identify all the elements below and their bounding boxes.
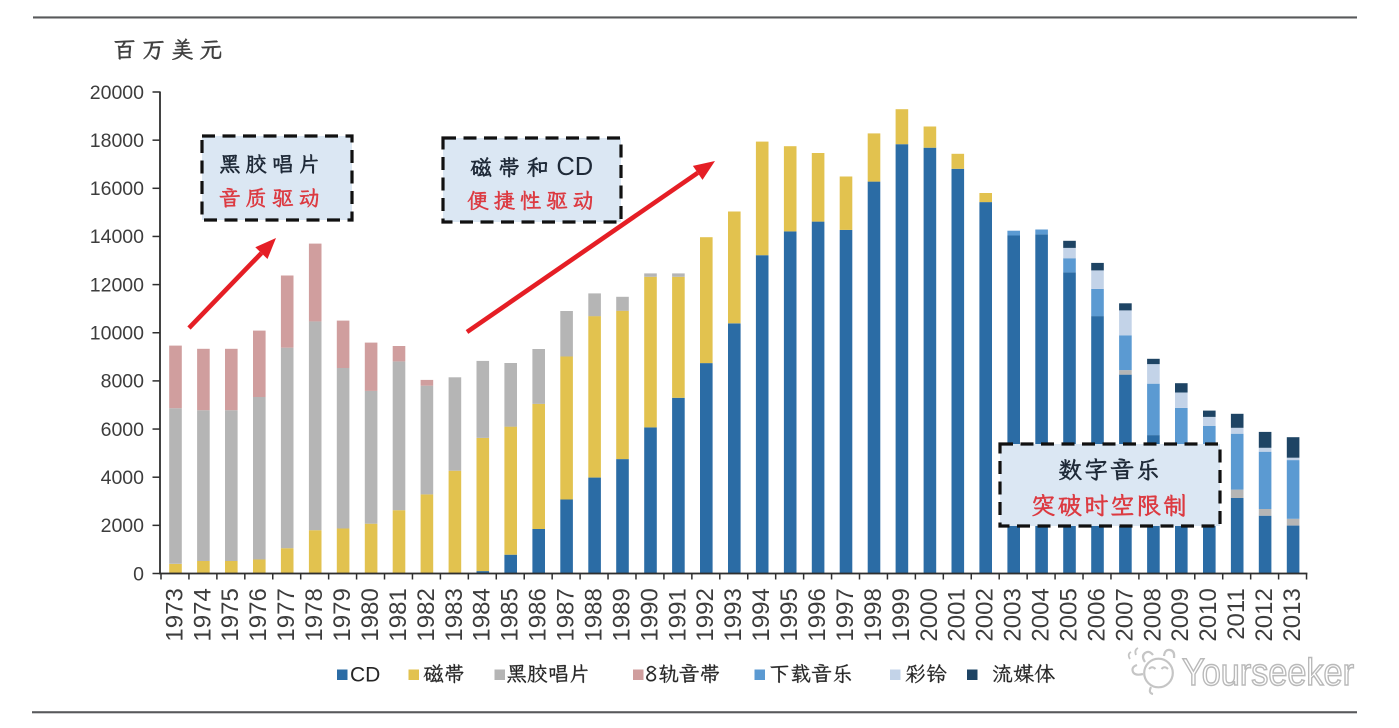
svg-text:2008: 2008 [1139,588,1166,641]
svg-text:0: 0 [133,563,144,585]
svg-text:1987: 1987 [553,588,580,641]
svg-text:1973: 1973 [161,588,188,641]
svg-text:2001: 2001 [944,588,971,641]
svg-text:4000: 4000 [101,467,145,489]
svg-text:1998: 1998 [860,588,887,641]
svg-text:1995: 1995 [776,588,803,641]
svg-text:18000: 18000 [90,130,144,152]
svg-text:1984: 1984 [469,588,496,641]
svg-text:1976: 1976 [245,588,272,641]
svg-text:2012: 2012 [1251,588,1278,641]
svg-text:2005: 2005 [1056,588,1083,641]
svg-text:2009: 2009 [1167,588,1194,641]
svg-text:1997: 1997 [832,588,859,641]
svg-text:1981: 1981 [385,588,412,641]
svg-text:Yourseeker: Yourseeker [1182,652,1354,694]
svg-text:1999: 1999 [888,588,915,641]
svg-text:2010: 2010 [1195,588,1222,641]
svg-text:1980: 1980 [357,588,384,641]
svg-text:2013: 2013 [1279,588,1306,641]
svg-text:2006: 2006 [1083,588,1110,641]
svg-text:CD: CD [350,664,380,687]
svg-text:2000: 2000 [101,515,145,537]
svg-text:8000: 8000 [101,371,145,393]
svg-text:2011: 2011 [1223,588,1250,640]
svg-text:20000: 20000 [90,82,144,104]
svg-text:1996: 1996 [804,588,831,641]
svg-text:CD: CD [556,153,593,181]
svg-text:1993: 1993 [720,588,747,641]
svg-text:1979: 1979 [329,588,356,641]
svg-text:1975: 1975 [217,588,244,641]
svg-text:16000: 16000 [90,178,144,200]
svg-text:1988: 1988 [581,588,608,641]
svg-text:2007: 2007 [1111,588,1138,641]
svg-text:6000: 6000 [101,419,145,441]
svg-text:1990: 1990 [636,588,663,641]
svg-text:10000: 10000 [90,323,144,345]
svg-text:1974: 1974 [189,588,216,641]
svg-text:1989: 1989 [608,588,635,641]
svg-text:1986: 1986 [525,588,552,641]
svg-text:1985: 1985 [497,588,524,641]
svg-text:1992: 1992 [692,588,719,641]
svg-text:2004: 2004 [1028,588,1055,641]
svg-text:14000: 14000 [90,226,144,248]
svg-text:2003: 2003 [1000,588,1027,641]
svg-text:1983: 1983 [441,588,468,641]
svg-text:1994: 1994 [748,588,775,641]
svg-text:2000: 2000 [916,588,943,641]
svg-text:2002: 2002 [972,588,999,641]
svg-text:1978: 1978 [301,588,328,641]
svg-text:1977: 1977 [273,588,300,641]
svg-text:1991: 1991 [664,588,691,641]
svg-text:1982: 1982 [413,588,440,641]
svg-text:12000: 12000 [90,274,144,296]
